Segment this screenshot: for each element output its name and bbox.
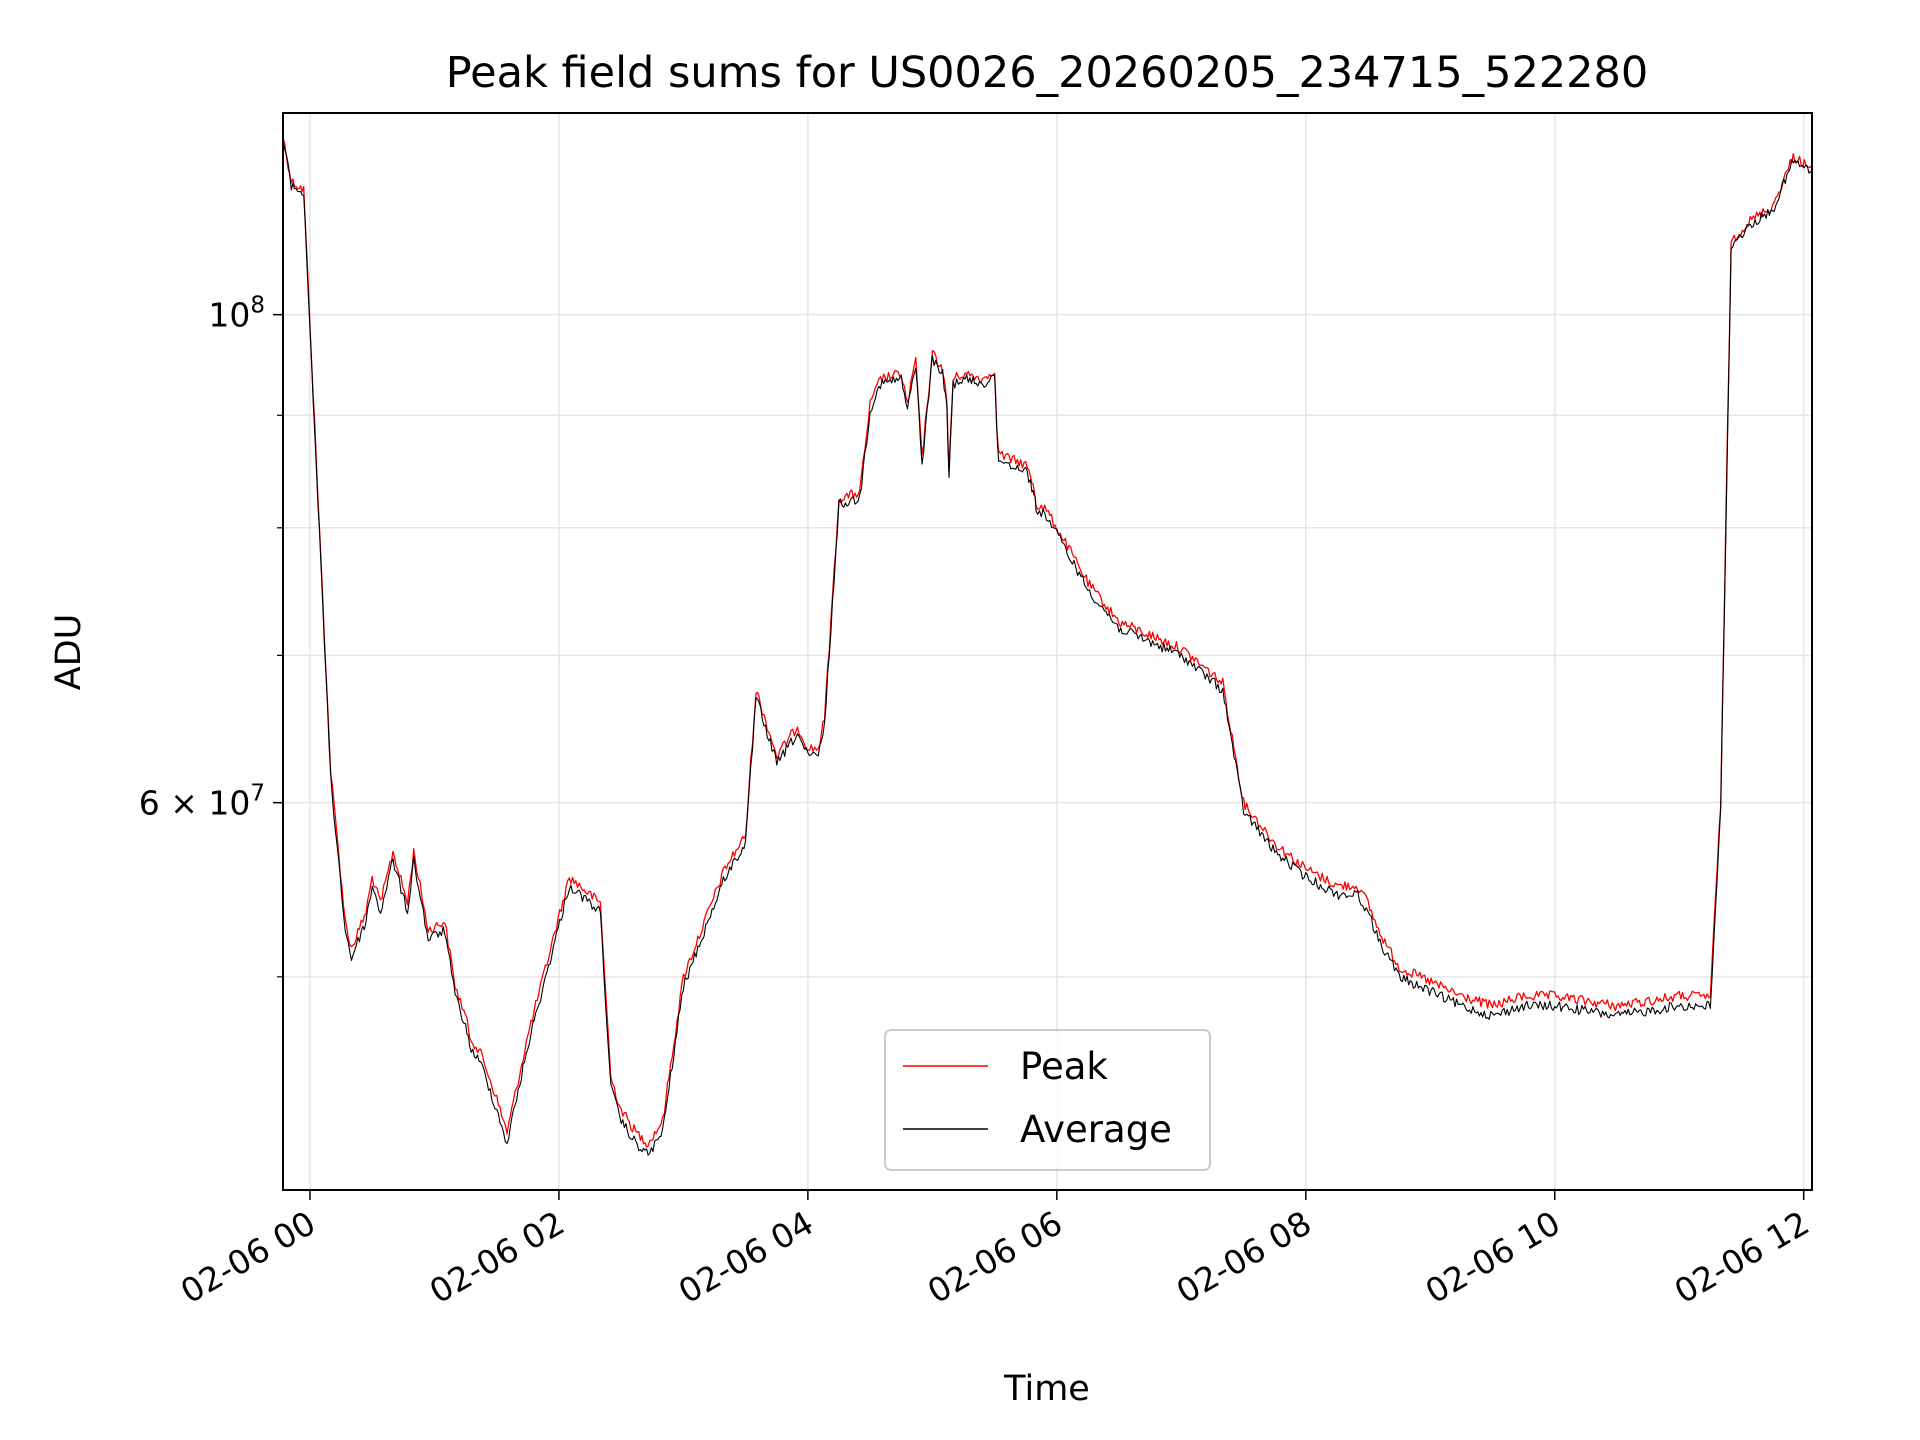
legend-label-average: Average	[1020, 1108, 1172, 1151]
y-tick-label: 6 × 107	[139, 781, 265, 823]
chart-title: Peak field sums for US0026_20260205_2347…	[446, 48, 1649, 98]
legend: Peak Average	[884, 1029, 1211, 1171]
legend-box	[884, 1029, 1211, 1171]
series-line-peak	[282, 137, 1813, 1148]
grid	[283, 113, 1812, 1190]
series-line-average	[282, 140, 1813, 1156]
legend-label-peak: Peak	[1020, 1045, 1108, 1088]
y-tick-label: 108	[208, 293, 265, 335]
x-axis-label: Time	[1003, 1369, 1090, 1409]
plot-frame	[282, 112, 1813, 1191]
y-axis-label: ADU	[49, 614, 89, 691]
series-layer	[282, 137, 1813, 1156]
